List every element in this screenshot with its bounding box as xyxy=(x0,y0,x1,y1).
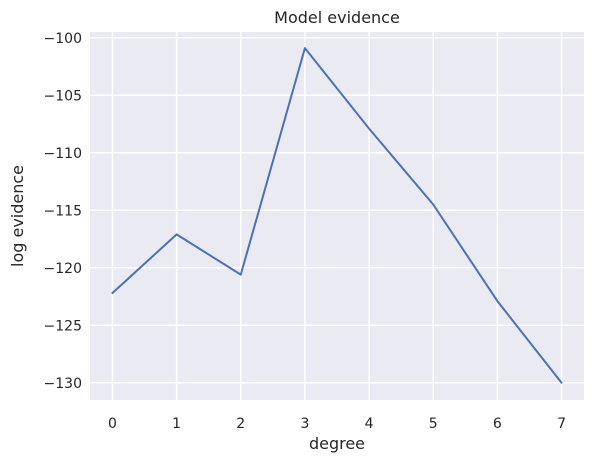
y-tick-label: −125 xyxy=(44,318,82,334)
y-tick-label: −105 xyxy=(44,88,82,104)
x-tick-label: 2 xyxy=(236,416,245,432)
x-tick-label: 6 xyxy=(493,416,502,432)
y-tick-label: −110 xyxy=(44,146,82,162)
x-tick-label: 5 xyxy=(429,416,438,432)
x-tick-label: 3 xyxy=(300,416,309,432)
y-tick-label: −130 xyxy=(44,376,82,392)
plot-area-background xyxy=(90,32,584,400)
x-tick-label: 7 xyxy=(557,416,566,432)
x-tick-label: 4 xyxy=(365,416,374,432)
grid-layer xyxy=(90,32,584,400)
x-tick-label: 0 xyxy=(108,416,117,432)
x-axis-label: degree xyxy=(309,434,365,453)
series-line xyxy=(111,47,563,384)
tick-label-layer: 0 1 2 3 4 5 6 7 −100 −105 −110 −115 −120 −125 −130 xyxy=(44,31,566,432)
y-tick-label: −115 xyxy=(44,203,82,219)
x-tick-label: 1 xyxy=(172,416,181,432)
y-tick-label: −100 xyxy=(44,31,82,47)
chart-title: Model evidence xyxy=(274,8,400,27)
y-axis-label: log evidence xyxy=(8,165,27,267)
y-tick-label: −120 xyxy=(44,261,82,277)
series-layer xyxy=(111,47,563,384)
